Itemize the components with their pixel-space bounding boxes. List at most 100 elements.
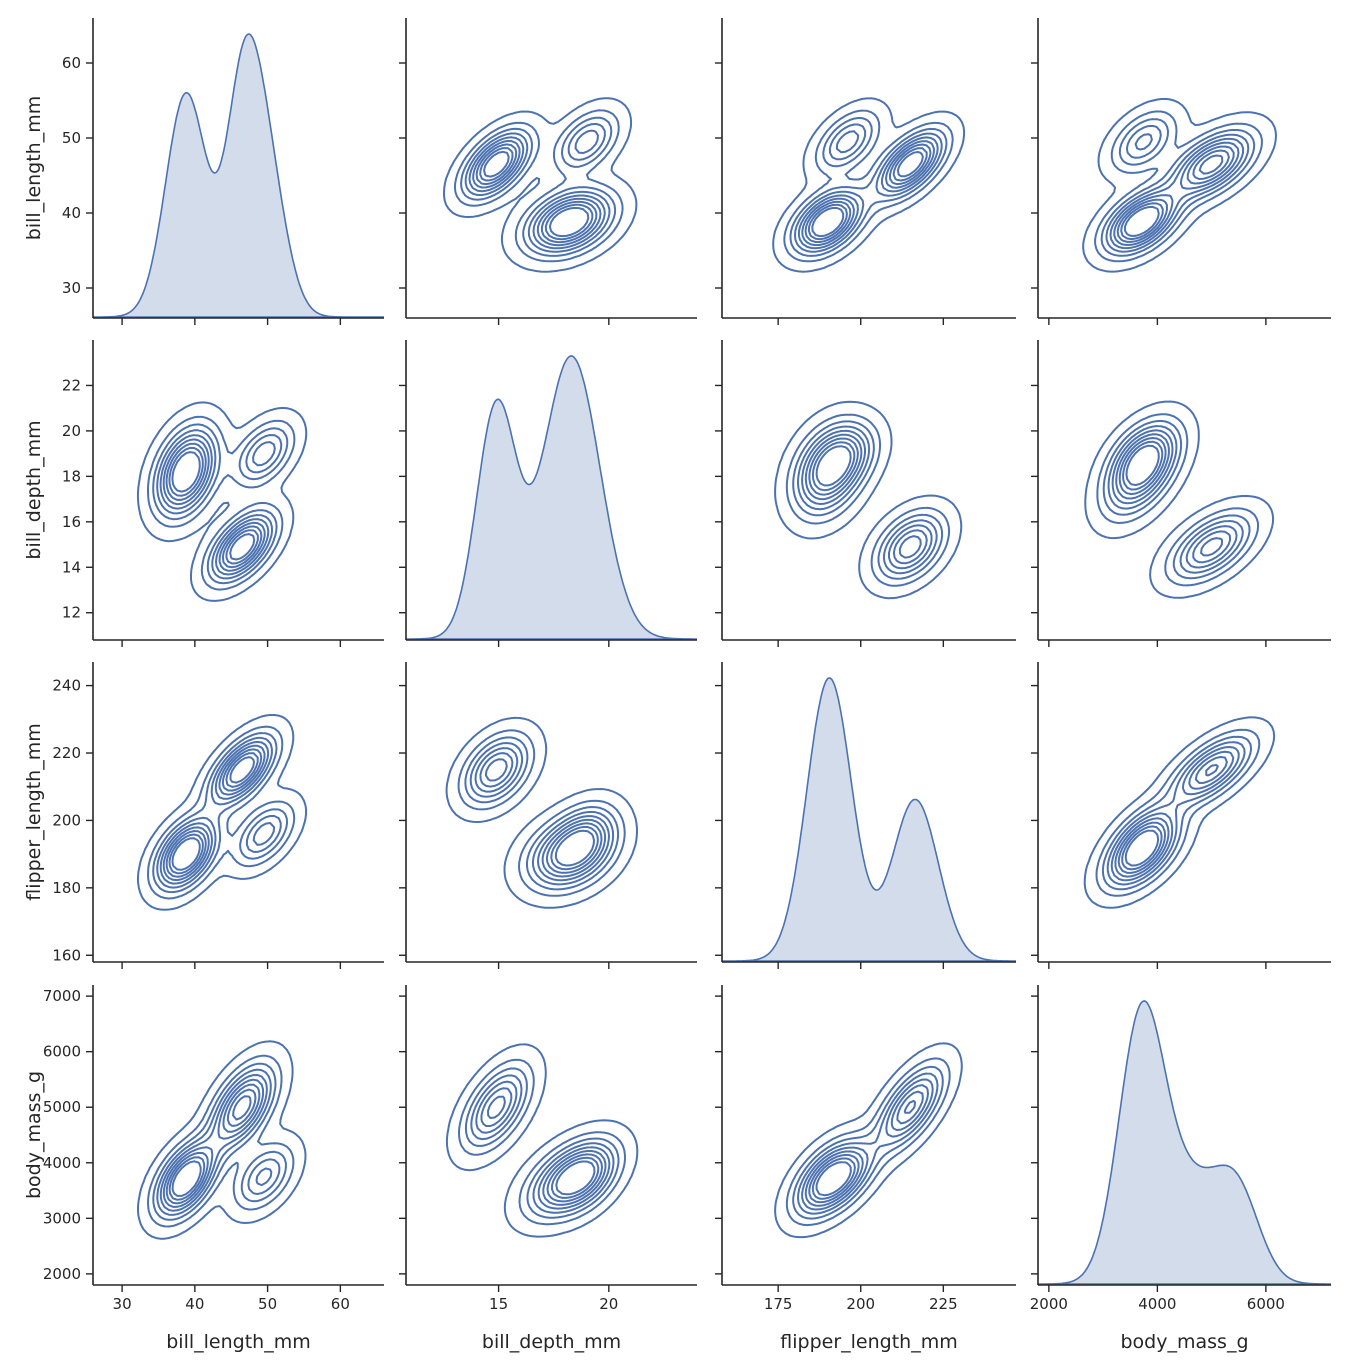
contour-level-9 (815, 1161, 852, 1197)
contour-level-9 (811, 151, 924, 238)
panel-bill_length_mm-vs-bill_depth_mm (399, 18, 697, 325)
kde-flipper_length_mm (722, 677, 1016, 962)
contour-level-7 (487, 1095, 603, 1203)
panel-bill_length_mm-vs-bill_length_mm: 30 40 50 60 (62, 18, 384, 325)
contour-level-2 (147, 1054, 295, 1228)
contour-level-1 (445, 1043, 639, 1238)
contour-level-6 (804, 433, 928, 565)
contour-level-8 (168, 752, 259, 875)
y-tick-label: 240 (52, 677, 81, 695)
kde-bill_length_mm (93, 33, 384, 318)
contour-level-6 (479, 752, 607, 878)
x-tick-label: 20 (599, 1295, 618, 1313)
contour-level-3 (1102, 419, 1251, 580)
contour-level-7 (165, 748, 263, 878)
x-tick-label: 225 (929, 1295, 958, 1313)
contour-level-6 (472, 140, 602, 247)
x-tick-label: 15 (489, 1295, 508, 1313)
contour-level-5 (797, 130, 939, 250)
contour-level-4 (1107, 425, 1244, 574)
contour-level-1 (137, 1040, 307, 1240)
contour-level-9 (555, 1160, 596, 1196)
contour-level-3 (152, 423, 289, 585)
panel-bill_length_mm-vs-flipper_length_mm (715, 18, 1016, 325)
contour-level-8 (811, 441, 856, 492)
contour-level-3 (152, 732, 288, 894)
contour-level-5 (159, 434, 276, 576)
contour-level-5 (801, 1078, 934, 1211)
contour-level-3 (789, 117, 948, 257)
contour-level-3 (152, 1062, 287, 1221)
contour-level-8 (551, 1156, 600, 1199)
y-tick-label: 220 (52, 744, 81, 762)
y-tick-label: 20 (62, 422, 81, 440)
contour-level-7 (1116, 145, 1235, 243)
contour-level-6 (1113, 141, 1240, 246)
contour-level-9 (171, 1095, 252, 1197)
contour-level-5 (1111, 429, 1238, 569)
contour-level-8 (550, 826, 599, 871)
y-axis-label-bill_length_mm: bill_length_mm (23, 96, 45, 240)
contour-level-6 (801, 140, 935, 247)
contour-level-7 (484, 758, 603, 874)
contour-level-1 (1084, 400, 1275, 599)
x-tick-label: 175 (764, 1295, 793, 1313)
contour-level-2 (147, 725, 296, 900)
y-axis-label-body_mass_g: body_mass_g (23, 1071, 45, 1199)
contour-level-5 (468, 129, 606, 250)
contour-level-7 (475, 143, 598, 244)
contour-level-9 (815, 445, 852, 487)
y-tick-label: 7000 (43, 987, 81, 1005)
contour-level-2 (147, 415, 296, 591)
contour-level-1 (136, 401, 308, 602)
contour-level-9 (1124, 154, 1224, 237)
contour-level-5 (474, 747, 610, 882)
contour-level-9 (1125, 444, 1160, 486)
contour-level-7 (1117, 756, 1228, 874)
contour-level-6 (804, 1084, 929, 1207)
contour-level-1 (772, 97, 966, 273)
contour-level-9 (554, 829, 595, 867)
panel-bill_depth_mm-vs-bill_depth_mm (399, 340, 697, 647)
contour-level-5 (801, 429, 933, 570)
contour-level-1 (136, 714, 308, 911)
x-tick-label: 4000 (1138, 1295, 1176, 1313)
y-tick-label: 3000 (43, 1209, 81, 1227)
contour-level-2 (1095, 728, 1261, 897)
contour-level-4 (470, 1074, 615, 1214)
kde-bill_depth_mm (406, 355, 697, 640)
contour-level-8 (811, 1099, 917, 1200)
contour-level-1 (443, 97, 638, 273)
contour-level-3 (1100, 118, 1256, 257)
contour-level-9 (171, 451, 256, 561)
contour-level-7 (804, 143, 932, 243)
contour-level-2 (1094, 110, 1263, 263)
y-tick-label: 5000 (43, 1098, 81, 1116)
y-tick-label: 22 (62, 376, 81, 394)
y-tick-label: 12 (62, 604, 81, 622)
contour-level-2 (458, 1058, 626, 1226)
contour-level-3 (792, 420, 944, 580)
contour-level-5 (159, 1074, 273, 1212)
panel-body_mass_g-vs-bill_depth_mm: 15 20 (399, 985, 697, 1313)
contour-level-7 (165, 442, 263, 569)
y-axis-label-flipper_length_mm: flipper_length_mm (23, 723, 45, 900)
panel-flipper_length_mm-vs-bill_length_mm: 160 180 200 220 240 (52, 662, 384, 969)
contour-level-7 (1118, 437, 1223, 557)
panel-bill_depth_mm-vs-body_mass_g (1031, 340, 1331, 647)
x-tick-label: 30 (113, 1295, 132, 1313)
contour-level-9 (1124, 829, 1160, 867)
y-tick-label: 18 (62, 467, 81, 485)
panel-body_mass_g-vs-bill_length_mm: 30 40 50 60 2000 3000 4000 5000 6000 7000 (43, 985, 384, 1313)
contour-level-6 (1115, 433, 1232, 564)
y-tick-label: 16 (62, 513, 81, 531)
contour-level-8 (168, 446, 259, 565)
contour-level-8 (1120, 149, 1230, 241)
contour-level-6 (162, 438, 266, 572)
contour-level-3 (1101, 735, 1253, 891)
x-tick-label: 50 (258, 1295, 277, 1313)
contour-level-4 (794, 123, 943, 253)
contour-level-5 (159, 740, 276, 885)
contour-level-4 (156, 1068, 281, 1216)
